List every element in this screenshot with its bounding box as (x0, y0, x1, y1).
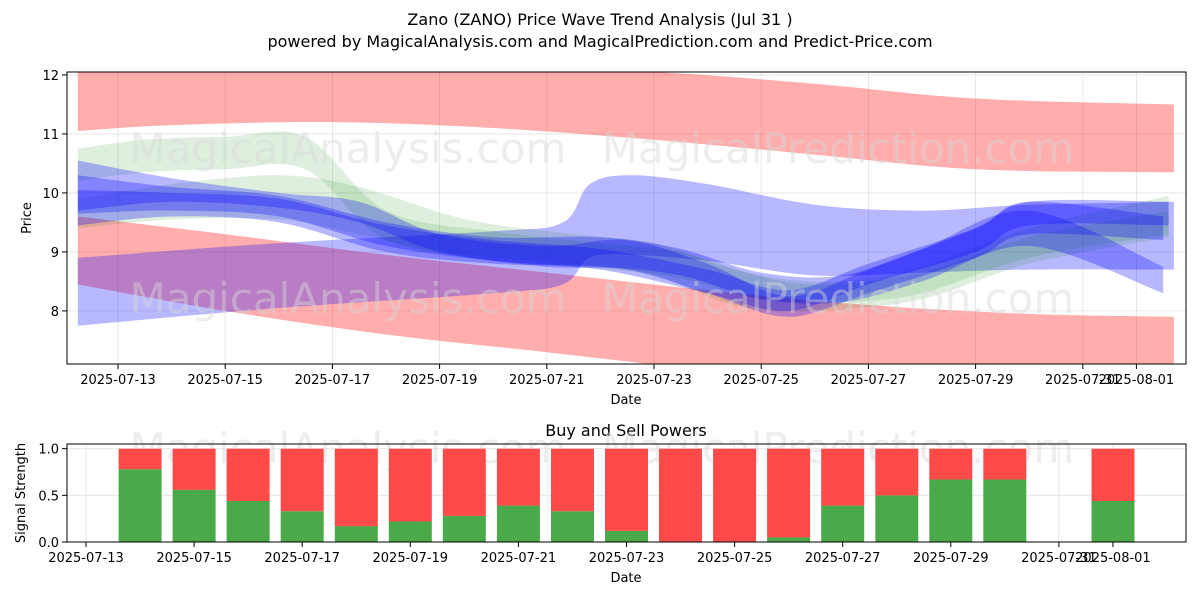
signal-y-axis-label: Signal Strength (14, 443, 29, 543)
blue-wave-1 (77, 160, 1164, 317)
buy-bar-2025-07-16 (226, 500, 270, 542)
buy-bar-2025-07-17 (280, 511, 324, 542)
price-x-axis-label: Date (610, 393, 641, 408)
price-y-tick-label: 8 (51, 305, 59, 320)
sell-bar-2025-07-16 (226, 448, 270, 501)
price-y-tick-label: 11 (42, 128, 59, 143)
price-x-tick-label: 2025-07-21 (509, 373, 585, 388)
green-wave-1 (77, 131, 1169, 303)
watermark-top-right: MagicalPrediction.com (602, 124, 1075, 173)
price-x-tick-label: 2025-07-29 (938, 373, 1014, 388)
signal-x-tick-label: 2025-07-17 (264, 551, 340, 566)
price-y-tick-label: 10 (42, 187, 59, 202)
price-x-tick-label: 2025-07-27 (831, 373, 907, 388)
signal-x-tick-label: 2025-07-13 (48, 551, 124, 566)
sell-bar-2025-08-01 (1091, 448, 1135, 501)
sell-bar-2025-07-23 (605, 448, 648, 531)
price-plot-frame (66, 71, 1187, 365)
signal-x-axis: 2025-07-13 2025-07-15 2025-07-17 2025-07-19… (48, 542, 1151, 566)
chart-subtitle: powered by MagicalAnalysis.com and Magic… (267, 32, 932, 51)
buy-bar-2025-07-28 (875, 495, 919, 542)
buy-bar-2025-07-19 (388, 521, 432, 542)
buy-bar-2025-07-30 (983, 479, 1027, 542)
signal-x-tick-label: 2025-08-01 (1075, 551, 1151, 566)
price-bands (77, 72, 1174, 364)
blue-wave-3 (77, 190, 1169, 312)
sell-bar-2025-07-19 (388, 448, 432, 522)
price-y-tick-label: 9 (51, 246, 59, 261)
price-x-tick-label: 2025-07-15 (187, 373, 263, 388)
signal-y-tick-label: 1.0 (38, 443, 59, 458)
sell-bar-2025-07-20 (442, 448, 486, 516)
sell-bar-2025-07-26 (767, 448, 811, 538)
blue-step-band (77, 175, 1174, 326)
sell-bar-2025-07-17 (280, 448, 324, 512)
buy-bar-2025-07-15 (172, 489, 216, 542)
sell-bar-2025-07-28 (875, 448, 919, 496)
upper-red-band (77, 72, 1174, 173)
price-x-tick-label: 2025-07-17 (295, 373, 371, 388)
sell-bar-2025-07-27 (821, 448, 865, 506)
price-y-axis-label: Price (20, 202, 35, 234)
signal-bars (118, 448, 1135, 542)
sell-bar-2025-07-18 (334, 448, 378, 527)
sell-bar-2025-07-14 (118, 448, 162, 470)
signal-y-axis: 0.0 0.5 1.0 (38, 443, 67, 551)
buy-bar-2025-07-26 (767, 537, 811, 542)
price-x-tick-label: 2025-07-31 (1045, 373, 1121, 388)
buy-bar-2025-07-14 (118, 469, 162, 542)
sell-bar-2025-07-29 (929, 448, 973, 480)
sell-bar-2025-07-15 (172, 448, 216, 490)
sell-bar-2025-07-25 (713, 448, 757, 542)
sell-bar-2025-07-24 (659, 448, 702, 542)
signal-x-tick-label: 2025-07-21 (481, 551, 557, 566)
signal-x-tick-label: 2025-07-29 (913, 551, 989, 566)
lower-red-band (77, 216, 1174, 364)
buy-bar-2025-07-20 (442, 515, 486, 542)
signal-x-tick-label: 2025-07-15 (156, 551, 232, 566)
price-grid (67, 72, 1186, 364)
sell-bar-2025-07-21 (496, 448, 540, 506)
signal-x-tick-label: 2025-07-19 (373, 551, 449, 566)
signal-x-tick-label: 2025-07-31 (1021, 551, 1097, 566)
price-x-tick-label: 2025-07-19 (402, 373, 478, 388)
signal-panel: Buy and Sell Powers MagicalAnalysis.com … (14, 421, 1187, 586)
price-x-tick-label: 2025-07-13 (80, 373, 156, 388)
price-panel: MagicalAnalysis.com MagicalPrediction.co… (20, 69, 1187, 408)
buy-bar-2025-07-27 (821, 505, 865, 542)
chart-title: Zano (ZANO) Price Wave Trend Analysis (J… (407, 10, 792, 29)
signal-x-axis-label: Date (610, 571, 641, 586)
green-wave-2 (77, 175, 1169, 312)
buy-bar-2025-07-22 (551, 511, 594, 542)
watermark-mid-left: MagicalAnalysis.com (130, 274, 567, 323)
signal-y-tick-label: 0.0 (38, 536, 59, 551)
buy-bar-2025-07-18 (334, 526, 378, 542)
price-x-tick-label: 2025-07-23 (616, 373, 692, 388)
price-x-tick-label: 2025-08-01 (1099, 373, 1175, 388)
price-x-tick-label: 2025-07-25 (723, 373, 799, 388)
signal-chart-title: Buy and Sell Powers (545, 421, 707, 440)
watermark-top-left: MagicalAnalysis.com (130, 124, 567, 173)
sell-bar-2025-07-30 (983, 448, 1027, 480)
signal-y-tick-label: 0.5 (38, 489, 59, 504)
signal-x-tick-label: 2025-07-25 (697, 551, 773, 566)
price-y-tick-label: 12 (42, 69, 59, 84)
buy-bar-2025-08-01 (1091, 500, 1135, 542)
price-y-axis: 8 9 10 11 12 (42, 69, 67, 320)
buy-bar-2025-07-21 (496, 505, 540, 542)
signal-x-tick-label: 2025-07-27 (805, 551, 881, 566)
price-x-axis: 2025-07-13 2025-07-15 2025-07-17 2025-07-19… (80, 364, 1174, 388)
sell-bar-2025-07-22 (551, 448, 594, 512)
signal-x-tick-label: 2025-07-23 (589, 551, 665, 566)
watermark-mid-right: MagicalPrediction.com (602, 274, 1075, 323)
buy-bar-2025-07-23 (605, 530, 648, 542)
buy-bar-2025-07-29 (929, 479, 973, 542)
blue-wave-2 (77, 175, 1164, 304)
